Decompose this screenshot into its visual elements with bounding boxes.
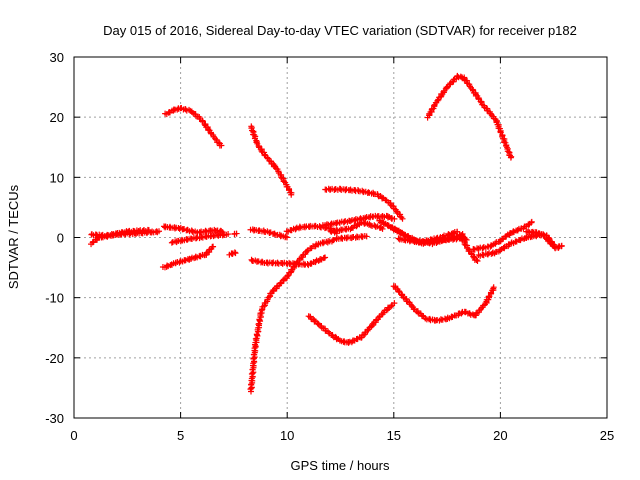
data-series xyxy=(395,228,461,246)
data-series xyxy=(456,231,481,265)
axis-ticks: 0 5 10 15 20 25 -30 -20 -10 0 10 20 30 xyxy=(45,50,614,443)
data-point xyxy=(528,218,535,225)
data-point xyxy=(473,256,480,263)
data-points xyxy=(88,72,565,395)
data-point xyxy=(184,237,191,243)
data-point xyxy=(231,249,238,256)
data-point xyxy=(507,154,514,161)
data-point xyxy=(288,191,295,198)
y-tick-label: 30 xyxy=(50,50,64,65)
data-series xyxy=(248,254,329,269)
data-series xyxy=(322,185,406,222)
data-series xyxy=(470,218,535,253)
data-point xyxy=(261,303,268,310)
data-point xyxy=(345,339,352,346)
data-point xyxy=(434,97,441,104)
data-point xyxy=(347,218,354,225)
data-point xyxy=(454,228,461,235)
data-series xyxy=(333,232,370,243)
x-axis-label: GPS time / hours xyxy=(291,458,390,473)
data-point xyxy=(264,154,271,161)
data-point xyxy=(233,230,240,237)
y-axis-label: SDTVAR / TECUs xyxy=(6,184,21,289)
data-point xyxy=(320,240,327,247)
data-series xyxy=(162,105,225,149)
data-series xyxy=(319,212,398,229)
x-tick-label: 15 xyxy=(387,428,401,443)
data-series xyxy=(231,230,240,238)
data-point xyxy=(431,102,438,109)
data-point xyxy=(176,259,183,266)
data-point xyxy=(466,310,473,317)
data-point xyxy=(401,236,408,243)
data-point xyxy=(387,202,394,209)
data-point xyxy=(510,228,517,235)
data-point xyxy=(490,284,497,291)
chart-title: Day 015 of 2016, Sidereal Day-to-day VTE… xyxy=(103,23,577,38)
data-point xyxy=(283,234,290,241)
y-tick-label: -20 xyxy=(45,351,64,366)
data-point xyxy=(408,302,415,309)
x-tick-label: 25 xyxy=(600,428,614,443)
data-point xyxy=(558,242,565,249)
data-series xyxy=(283,222,340,237)
data-point xyxy=(341,338,348,345)
data-point xyxy=(322,254,329,261)
x-tick-label: 10 xyxy=(280,428,294,443)
data-series xyxy=(226,249,239,258)
y-tick-label: 10 xyxy=(50,170,64,185)
data-point xyxy=(474,258,481,265)
data-point xyxy=(379,225,386,232)
data-series xyxy=(523,228,565,252)
data-point xyxy=(391,215,398,222)
data-point xyxy=(415,309,422,316)
data-point xyxy=(203,250,210,257)
data-point xyxy=(399,215,406,222)
data-point xyxy=(333,220,340,227)
data-point xyxy=(378,224,385,231)
data-series xyxy=(168,231,232,246)
x-tick-label: 5 xyxy=(177,428,184,443)
y-tick-label: -10 xyxy=(45,291,64,306)
data-point xyxy=(284,273,291,280)
data-point xyxy=(197,229,204,236)
data-point xyxy=(232,250,239,257)
data-series xyxy=(305,300,398,346)
data-point xyxy=(277,280,284,287)
data-point xyxy=(280,276,287,283)
data-point xyxy=(450,76,457,83)
x-tick-label: 20 xyxy=(493,428,507,443)
data-point xyxy=(454,72,461,79)
data-point xyxy=(145,227,152,234)
data-point xyxy=(210,243,217,250)
data-series xyxy=(88,226,152,240)
data-series xyxy=(327,219,386,235)
y-tick-label: -30 xyxy=(45,411,64,426)
data-point xyxy=(363,233,370,240)
data-point xyxy=(365,189,372,196)
data-point xyxy=(391,300,398,307)
x-tick-label: 0 xyxy=(70,428,77,443)
data-point xyxy=(168,239,175,246)
data-point xyxy=(218,142,225,149)
data-point xyxy=(388,303,395,310)
y-tick-label: 20 xyxy=(50,110,64,125)
data-series xyxy=(247,226,290,241)
y-tick-label: 0 xyxy=(57,231,64,246)
data-point xyxy=(282,233,289,240)
data-series xyxy=(390,283,497,324)
data-series xyxy=(248,123,295,198)
data-series xyxy=(161,223,226,236)
data-point xyxy=(271,230,278,237)
data-point xyxy=(225,231,232,238)
data-point xyxy=(156,228,163,235)
data-point xyxy=(330,237,337,244)
data-series xyxy=(424,72,515,161)
data-series xyxy=(159,243,217,271)
data-point xyxy=(525,228,532,235)
